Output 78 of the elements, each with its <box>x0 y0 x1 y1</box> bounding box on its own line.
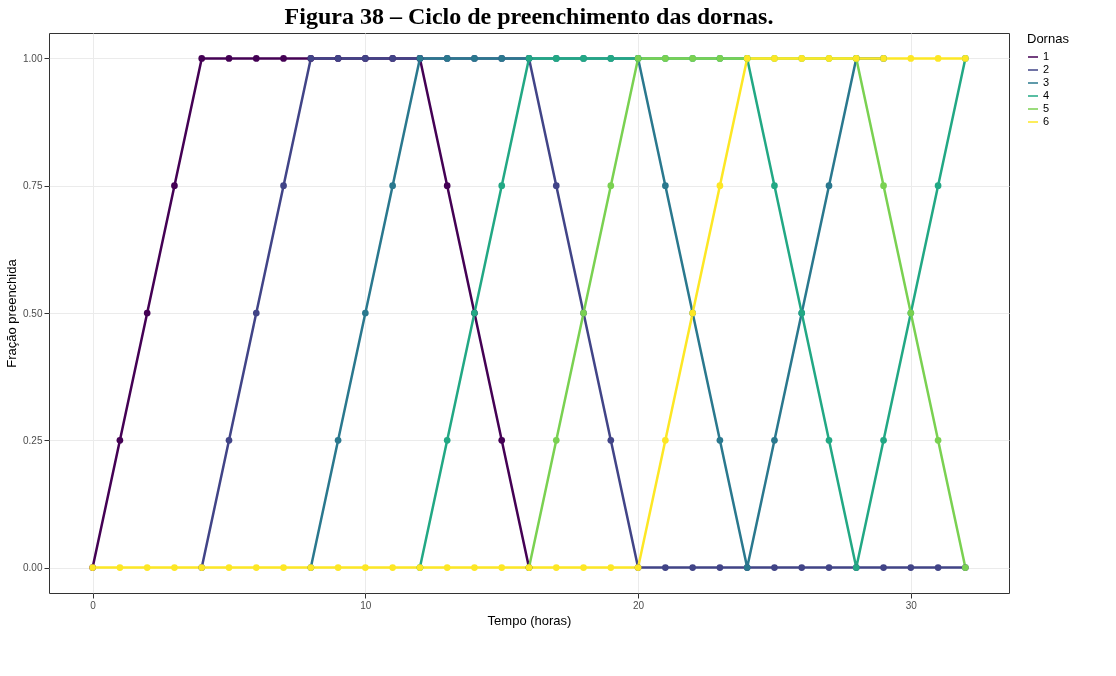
point <box>334 436 342 444</box>
point <box>280 55 287 62</box>
legend-label: 1 <box>1043 50 1050 62</box>
x-tick-label: 10 <box>360 599 372 611</box>
point <box>362 309 369 317</box>
point <box>225 55 233 62</box>
point <box>443 436 451 444</box>
point <box>552 436 560 444</box>
y-axis-title: Fração preenchida <box>4 258 20 368</box>
point <box>389 182 396 190</box>
point <box>443 182 451 190</box>
y-tick-label: 1.00 <box>23 52 43 64</box>
y-tick-label: 0.50 <box>23 307 43 319</box>
point <box>280 564 287 571</box>
x-tick-label: 20 <box>633 599 645 611</box>
legend-title: Dornas <box>1027 31 1070 46</box>
point <box>143 564 151 571</box>
point <box>116 564 124 571</box>
point <box>580 564 587 571</box>
point <box>198 55 206 62</box>
point <box>716 436 724 444</box>
point <box>607 182 615 190</box>
point <box>389 564 396 571</box>
point <box>934 436 942 444</box>
chart-title: Figura 38 – Ciclo de preenchimento das dornas. <box>284 3 774 29</box>
point <box>552 564 560 571</box>
point <box>716 182 724 190</box>
point <box>334 564 342 571</box>
point <box>225 436 233 444</box>
legend-label: 4 <box>1043 89 1050 101</box>
point <box>280 182 287 190</box>
point <box>880 564 887 571</box>
point <box>662 436 669 444</box>
legend-label: 2 <box>1043 63 1050 75</box>
point <box>171 564 178 571</box>
point <box>607 436 615 444</box>
point <box>934 182 942 190</box>
point <box>880 182 887 190</box>
point <box>252 55 260 62</box>
point <box>771 182 778 190</box>
point <box>907 564 915 571</box>
point <box>252 309 260 317</box>
point <box>607 564 615 571</box>
point <box>443 564 451 571</box>
y-tick-label: 0.75 <box>23 180 43 192</box>
point <box>171 182 178 190</box>
point <box>771 436 778 444</box>
point <box>771 564 778 571</box>
point <box>825 436 833 444</box>
point <box>934 564 942 571</box>
point <box>716 564 724 571</box>
x-axis-title: Tempo (horas) <box>487 612 572 628</box>
point <box>934 55 942 62</box>
point <box>362 564 369 571</box>
x-tick-label: 30 <box>905 599 918 611</box>
point <box>825 182 833 190</box>
y-tick-label: 0.00 <box>23 562 43 574</box>
point <box>252 564 260 571</box>
point <box>798 564 806 571</box>
point <box>880 436 887 444</box>
point <box>498 436 506 444</box>
point <box>689 564 696 571</box>
y-tick-label: 0.25 <box>23 434 43 446</box>
point <box>907 55 915 62</box>
point <box>825 564 833 571</box>
legend-label: 5 <box>1043 102 1050 114</box>
point <box>143 309 151 317</box>
point <box>498 182 506 190</box>
point <box>116 436 124 444</box>
point <box>662 182 669 190</box>
x-tick-label: 0 <box>90 599 97 611</box>
legend-label: 6 <box>1043 115 1050 127</box>
point <box>498 564 506 571</box>
point <box>471 564 478 571</box>
point <box>552 182 560 190</box>
point <box>225 564 233 571</box>
point <box>662 564 669 571</box>
legend-label: 3 <box>1043 76 1050 88</box>
